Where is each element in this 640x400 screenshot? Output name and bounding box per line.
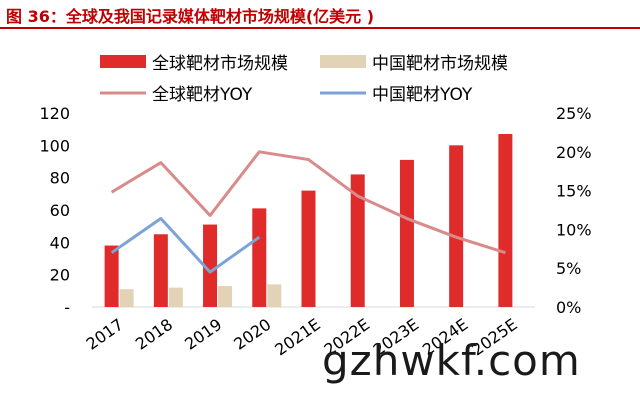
y-right-tick-label: 5% bbox=[556, 259, 581, 278]
title-divider bbox=[0, 27, 640, 29]
china-bar bbox=[119, 289, 134, 307]
global-bar bbox=[350, 174, 365, 307]
china-bar bbox=[218, 285, 233, 307]
global-bar bbox=[104, 245, 119, 307]
y-right-tick-label: 0% bbox=[556, 298, 581, 317]
y-left-tick-label: 100 bbox=[39, 136, 70, 155]
legend-label: 中国靶材市场规模 bbox=[372, 54, 508, 74]
global-bar bbox=[449, 145, 464, 307]
legend-swatch bbox=[100, 55, 146, 68]
y-right-tick-label: 25% bbox=[556, 104, 592, 123]
y-right-tick-label: 10% bbox=[556, 220, 592, 239]
x-tick-label: 2020 bbox=[230, 315, 274, 354]
china-bar bbox=[267, 284, 282, 307]
y-left-tick-label: 80 bbox=[50, 169, 70, 188]
y-left-tick-label: 60 bbox=[50, 201, 70, 220]
china-bar bbox=[168, 287, 183, 307]
legend-label: 中国靶材YOY bbox=[372, 85, 473, 105]
global-bar bbox=[399, 159, 414, 307]
x-tick-label: 2018 bbox=[132, 315, 176, 354]
legend-label: 全球靶材市场规模 bbox=[152, 54, 288, 74]
y-left-tick-label: 40 bbox=[50, 233, 70, 252]
x-tick-label: 2017 bbox=[83, 315, 127, 354]
chart-title: 图 36：全球及我国记录媒体靶材市场规模(亿美元 ) bbox=[6, 7, 375, 26]
x-tick-label: 2019 bbox=[181, 315, 225, 354]
global-bar bbox=[301, 190, 316, 307]
y-left-tick-label: 120 bbox=[39, 104, 70, 123]
china-yoy-line bbox=[110, 217, 261, 274]
watermark-text: gzhwkf.com bbox=[322, 336, 581, 385]
global-bar bbox=[498, 134, 513, 307]
global-bar bbox=[252, 208, 267, 307]
legend-label: 全球靶材YOY bbox=[152, 85, 253, 105]
y-left-tick-label: - bbox=[64, 298, 70, 317]
x-tick-label: 2021E bbox=[271, 315, 324, 360]
y-left-tick-label: 20 bbox=[50, 266, 70, 285]
y-right-tick-label: 20% bbox=[556, 143, 592, 162]
y-right-tick-label: 15% bbox=[556, 182, 592, 201]
global-bar bbox=[153, 234, 168, 307]
global-bar bbox=[203, 224, 218, 307]
legend-swatch bbox=[320, 55, 366, 68]
